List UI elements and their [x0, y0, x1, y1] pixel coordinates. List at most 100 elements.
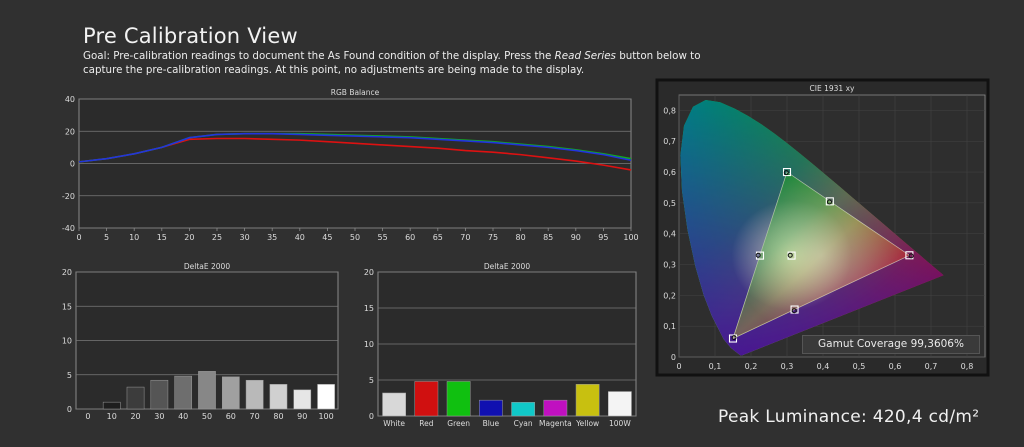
rgb-xtick-label: 70 [460, 233, 470, 242]
cie-ytick-label: 0,6 [663, 168, 676, 177]
cie-target-marker [825, 197, 834, 206]
deltae-color-xtick-label: Magenta [539, 419, 572, 428]
rgb-xtick-label: 0 [76, 233, 81, 242]
deltae-color-bar [575, 384, 600, 417]
cie-xtick-label: 0 [676, 362, 681, 371]
deltae-gray-bar [221, 376, 240, 410]
cie-xtick-label: 0,7 [925, 362, 938, 371]
cie-measured-marker [787, 252, 793, 258]
deltae-gray-bar [174, 375, 193, 410]
rgb-xtick-label: 75 [488, 233, 498, 242]
rgb-series-line [78, 132, 632, 163]
deltae-gray-bar [317, 384, 335, 410]
cie-ytick-label: 0,4 [663, 230, 676, 239]
deltae-gray-bar [198, 371, 216, 410]
cie-xtick-label: 0,5 [853, 362, 866, 371]
rgb-xtick-label: 45 [322, 233, 332, 242]
deltae-color-chart-title: DeltaE 2000 [484, 262, 530, 271]
cie-xtick-label: 0,1 [709, 362, 722, 371]
deltae-gray-ytick-label: 15 [62, 302, 72, 311]
cie-ytick-label: 0,8 [663, 106, 676, 115]
rgb-xtick-label: 65 [433, 233, 443, 242]
deltae-color-bar [446, 381, 471, 417]
cie-measured-marker [783, 170, 789, 176]
deltae-color-bar [382, 392, 406, 417]
deltae-gray-xtick-label: 50 [202, 412, 212, 421]
deltae-gray-bar [150, 379, 169, 410]
deltae-gray-xtick-label: 80 [273, 412, 283, 421]
cie-measured-marker [908, 253, 914, 259]
deltae-color-ytick-label: 5 [369, 376, 374, 385]
deltae-color-xtick-label: Yellow [575, 419, 599, 428]
deltae-gray-bar [245, 379, 264, 410]
deltae-color-ytick-label: 0 [369, 412, 374, 421]
deltae-color-xtick-label: Cyan [514, 419, 533, 428]
deltae-color-xtick-label: Red [419, 419, 433, 428]
rgb-xtick-label: 50 [350, 233, 360, 242]
cie-ytick-label: 0,2 [663, 291, 676, 300]
rgb-xtick-label: 95 [598, 233, 608, 242]
deltae-gray-bar [102, 401, 121, 410]
goal-description: Goal: Pre-calibration readings to docume… [83, 50, 701, 76]
deltae-gray-xtick-label: 30 [154, 412, 164, 421]
rgb-ytick-label: -20 [62, 192, 75, 201]
cie-measured-marker [731, 335, 737, 341]
deltae-gray-xtick-label: 90 [297, 412, 307, 421]
cie-measured-marker [826, 199, 832, 205]
rgb-xtick-label: 20 [184, 233, 194, 242]
cie-xtick-label: 0,8 [961, 362, 974, 371]
deltae-gray-bar [126, 386, 145, 410]
rgb-xtick-label: 60 [405, 233, 415, 242]
rgb-xtick-label: 90 [571, 233, 581, 242]
deltae-gray-xtick-label: 20 [130, 412, 140, 421]
rgb-ytick-label: 40 [65, 95, 75, 104]
rgb-xtick-label: 25 [212, 233, 222, 242]
cie-xtick-label: 0,4 [817, 362, 830, 371]
rgb-xtick-label: 35 [267, 233, 277, 242]
deltae-color-xtick-label: Green [447, 419, 470, 428]
deltae-gray-bar [269, 384, 288, 410]
rgb-chart-title: RGB Balance [331, 88, 380, 97]
deltae-color-bar [414, 381, 439, 417]
rgb-xtick-label: 30 [240, 233, 250, 242]
rgb-xtick-label: 5 [104, 233, 109, 242]
cie-gamut-white [733, 172, 910, 339]
deltae-color-ytick-label: 15 [364, 304, 374, 313]
deltae-color-bar [543, 399, 568, 417]
cie-chart-title: CIE 1931 xy [810, 84, 855, 93]
deltae-gray-xtick-label: 100 [318, 412, 333, 421]
deltae-gray-ytick-label: 10 [62, 337, 72, 346]
cie-ytick-label: 0,5 [663, 199, 676, 208]
cie-ytick-label: 0,3 [663, 261, 676, 270]
deltae-color-ytick-label: 20 [364, 268, 374, 277]
rgb-ytick-label: 20 [65, 127, 75, 136]
rgb-ytick-label: 0 [70, 160, 75, 169]
rgb-xtick-label: 55 [378, 233, 388, 242]
rgb-xtick-label: 40 [295, 233, 305, 242]
cie-ytick-label: 0 [671, 353, 676, 362]
rgb-xtick-label: 100 [623, 233, 638, 242]
cie-ytick-label: 0,7 [663, 137, 676, 146]
deltae-color-bar [608, 391, 632, 417]
deltae-color-xtick-label: 100W [609, 419, 631, 428]
deltae-gray-xtick-label: 70 [250, 412, 260, 421]
deltae-gray-ytick-label: 5 [67, 371, 72, 380]
deltae-gray-bar [293, 389, 312, 410]
rgb-xtick-label: 10 [129, 233, 139, 242]
deltae-color-xtick-label: Blue [483, 419, 500, 428]
read-series-emphasis: Read Series [554, 50, 616, 62]
rgb-ytick-label: -40 [62, 224, 75, 233]
rgb-xtick-label: 15 [157, 233, 167, 242]
cie-measured-marker [755, 252, 761, 258]
rgb-xtick-label: 80 [516, 233, 526, 242]
deltae-gray-ytick-label: 20 [62, 268, 72, 277]
deltae-gray-xtick-label: 40 [178, 412, 188, 421]
deltae-color-ytick-label: 10 [364, 340, 374, 349]
deltae-gray-chart-title: DeltaE 2000 [184, 262, 230, 271]
deltae-gray-xtick-label: 10 [107, 412, 117, 421]
deltae-gray-xtick-label: 60 [226, 412, 236, 421]
cie-xtick-label: 0,3 [781, 362, 794, 371]
deltae-gray-ytick-label: 0 [67, 405, 72, 414]
